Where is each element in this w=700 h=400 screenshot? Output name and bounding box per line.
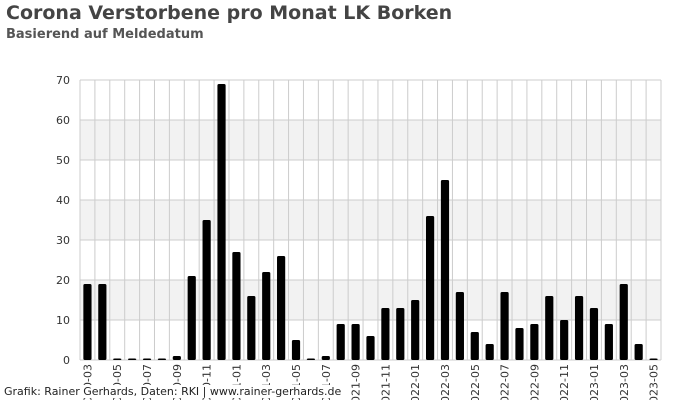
y-tick-label: 20 — [56, 274, 70, 287]
bar — [142, 358, 152, 360]
bar — [381, 308, 390, 360]
bar — [530, 324, 539, 360]
y-tick-label: 30 — [56, 234, 70, 247]
band — [80, 280, 661, 320]
bar — [277, 256, 286, 360]
bar — [113, 358, 122, 360]
bar — [306, 358, 316, 360]
bar — [425, 216, 435, 360]
bar — [157, 358, 167, 360]
chart-subtitle: Basierend auf Meldedatum — [6, 27, 204, 42]
y-tick-label: 40 — [56, 194, 70, 207]
y-tick-labels: 0 10 20 30 40 50 60 70 — [56, 74, 70, 367]
y-tick-label: 0 — [63, 354, 70, 367]
bar — [202, 220, 211, 360]
bar — [187, 276, 196, 360]
bar — [291, 340, 301, 360]
vertical-gridlines — [79, 80, 662, 360]
x-tick-label: 2023-01 — [588, 364, 601, 400]
bar — [396, 308, 405, 360]
bar — [411, 300, 420, 360]
y-tick-label: 10 — [56, 314, 70, 327]
bar — [619, 284, 628, 360]
background-bands — [80, 120, 661, 320]
bar — [604, 324, 613, 360]
bar — [515, 328, 524, 360]
y-tick-label: 60 — [56, 114, 70, 127]
x-tick-label: 2022-09 — [528, 364, 541, 400]
bar — [351, 324, 360, 360]
x-tick-label: 2022-05 — [469, 364, 482, 400]
bar — [649, 358, 658, 360]
bar — [83, 284, 92, 360]
bar — [485, 344, 494, 360]
bar — [232, 252, 241, 360]
bar — [470, 332, 479, 360]
bar — [128, 358, 137, 360]
x-tick-label: 2021-09 — [350, 364, 363, 400]
band — [80, 120, 661, 160]
bar — [545, 296, 554, 360]
x-tick-label: 2022-01 — [409, 364, 422, 400]
bar — [589, 308, 599, 360]
bar — [455, 292, 464, 360]
chart-title: Corona Verstorbene pro Monat LK Borken — [6, 2, 453, 24]
bar — [262, 272, 271, 360]
bar — [321, 356, 330, 360]
x-tick-label: 2022-03 — [439, 364, 452, 400]
bar — [336, 324, 345, 360]
bar — [98, 284, 107, 360]
x-tick-label: 2022-07 — [499, 364, 512, 400]
x-tick-label: 2022-11 — [558, 364, 571, 400]
source-credit: Grafik: Rainer Gerhards, Daten: RKI | ww… — [4, 385, 344, 398]
bar — [366, 336, 375, 360]
bars — [83, 84, 658, 360]
bar — [172, 356, 181, 360]
bar — [440, 180, 450, 360]
y-tick-label: 70 — [56, 74, 70, 87]
bar — [560, 320, 569, 360]
x-tick-label: 2023-05 — [648, 364, 661, 400]
bar — [574, 296, 584, 360]
band — [80, 200, 661, 240]
bar — [247, 296, 256, 360]
bar — [634, 344, 643, 360]
bar — [217, 84, 226, 360]
x-tick-label: 2023-03 — [618, 364, 631, 400]
y-tick-label: 50 — [56, 154, 70, 167]
x-tick-label: 2021-11 — [379, 364, 392, 400]
bar — [500, 292, 509, 360]
